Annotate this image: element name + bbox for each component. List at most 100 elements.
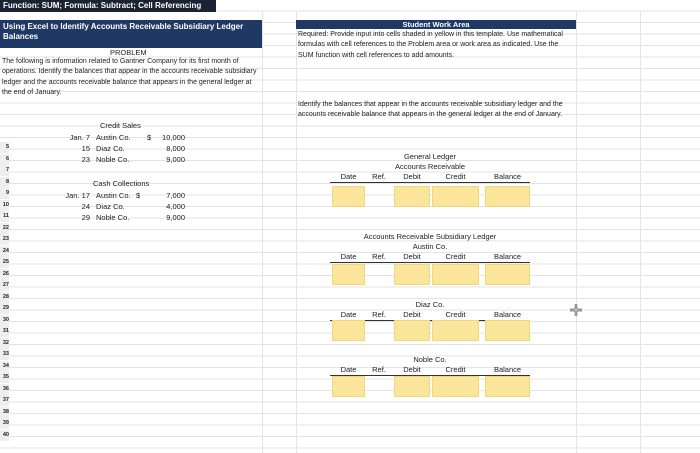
header-rule xyxy=(330,182,530,183)
date: 24 xyxy=(81,202,90,211)
amount: 9,000 xyxy=(166,155,185,164)
amount: 10,000 xyxy=(162,133,185,142)
row-number: 22 xyxy=(0,222,9,234)
column-header: Balance xyxy=(493,365,522,374)
column-header: Ref. xyxy=(372,310,386,319)
input-cell[interactable] xyxy=(394,264,430,285)
column-header: Credit xyxy=(445,310,466,319)
input-cell[interactable] xyxy=(485,320,530,341)
row-number: 9 xyxy=(0,188,9,199)
ledger-account: Noble Co. xyxy=(413,355,447,364)
ledger-account: Accounts Receivable xyxy=(394,162,466,171)
toolbar-label: Function: SUM; Formula: Subtract; Cell R… xyxy=(3,1,202,10)
input-cell[interactable] xyxy=(432,320,479,341)
input-cell[interactable] xyxy=(432,186,479,207)
row-number: 23 xyxy=(0,234,9,245)
input-cell[interactable] xyxy=(332,264,365,285)
currency: $ xyxy=(147,133,152,142)
row-number: 33 xyxy=(0,349,9,360)
row-number: 40 xyxy=(0,429,9,441)
input-cell[interactable] xyxy=(332,320,365,341)
row-number: 6 xyxy=(0,153,9,165)
row-number: 7 xyxy=(0,165,9,176)
row-number: 30 xyxy=(0,314,9,326)
header-rule xyxy=(330,375,530,376)
date: Jan. 7 xyxy=(69,133,90,142)
column-header: Balance xyxy=(493,310,522,319)
date: 29 xyxy=(81,213,90,222)
amount: 9,000 xyxy=(166,213,185,222)
column-header: Ref. xyxy=(372,252,386,261)
ledger-account: Diaz Co. xyxy=(415,300,445,309)
customer: Austin Co. xyxy=(96,133,131,142)
amount: 4,000 xyxy=(166,202,185,211)
date: 15 xyxy=(81,144,90,153)
row-number: 36 xyxy=(0,383,9,395)
row-number: 24 xyxy=(0,245,9,257)
header-rule xyxy=(330,262,530,263)
customer: Diaz Co. xyxy=(96,144,125,153)
input-cell[interactable] xyxy=(394,186,430,207)
required-text: Required: Provide input into cells shade… xyxy=(298,31,563,59)
row-number: 5 xyxy=(0,142,9,153)
row-number: 39 xyxy=(0,418,9,429)
column-header: Debit xyxy=(403,365,421,374)
work-area-bar xyxy=(296,20,576,29)
amount: 7,000 xyxy=(166,191,185,200)
input-cell[interactable] xyxy=(485,376,530,397)
customer: Noble Co. xyxy=(96,213,130,222)
column-header: Debit xyxy=(403,310,421,319)
input-cell[interactable] xyxy=(394,376,430,397)
amount: 8,000 xyxy=(166,144,185,153)
row-number: 10 xyxy=(0,199,9,211)
column-header: Date xyxy=(340,252,357,261)
problem-heading: PROBLEM xyxy=(110,48,147,57)
row-number: 31 xyxy=(0,326,9,337)
column-header: Balance xyxy=(493,252,522,261)
column-header: Balance xyxy=(493,172,522,181)
row-number: 8 xyxy=(0,176,9,188)
column-header: Date xyxy=(340,310,357,319)
row-number: 28 xyxy=(0,291,9,303)
column-header: Date xyxy=(340,365,357,374)
currency: $ xyxy=(136,191,141,200)
date: Jan. 17 xyxy=(65,191,90,200)
toolbar-bar xyxy=(0,0,216,12)
ledger-title: Accounts Receivable Subsidiary Ledger xyxy=(363,232,497,241)
problem-title-bar xyxy=(0,20,262,48)
ledger-title: General Ledger xyxy=(403,152,457,161)
table-title: Cash Collections xyxy=(93,179,150,188)
input-cell[interactable] xyxy=(485,264,530,285)
input-cell[interactable] xyxy=(332,186,365,207)
date: 23 xyxy=(81,155,90,164)
column-header: Credit xyxy=(445,365,466,374)
header-rule xyxy=(330,320,530,321)
cursor-icon xyxy=(570,304,582,316)
input-cell[interactable] xyxy=(394,320,430,341)
table-title: Credit Sales xyxy=(100,121,141,130)
column-header: Credit xyxy=(445,172,466,181)
input-cell[interactable] xyxy=(332,376,365,397)
column-header: Credit xyxy=(445,252,466,261)
column-header: Debit xyxy=(403,172,421,181)
work-area-title: Student Work Area xyxy=(402,20,470,29)
column-line xyxy=(640,12,641,453)
row-number: 35 xyxy=(0,372,9,383)
column-header: Ref. xyxy=(372,172,386,181)
problem-title: Using Excel to Identify Accounts Receiva… xyxy=(3,22,244,41)
column-header: Debit xyxy=(403,252,421,261)
instruction-text: Identify the balances that appear in the… xyxy=(298,101,563,119)
column-line xyxy=(296,12,297,453)
row-number: 34 xyxy=(0,360,9,372)
input-cell[interactable] xyxy=(432,264,479,285)
row-number: 26 xyxy=(0,268,9,280)
row-number: 37 xyxy=(0,395,9,406)
input-cell[interactable] xyxy=(485,186,530,207)
customer: Diaz Co. xyxy=(96,202,125,211)
column-header: Date xyxy=(340,172,357,181)
problem-text: The following is information related to … xyxy=(2,58,257,97)
row-number: 11 xyxy=(0,211,9,222)
input-cell[interactable] xyxy=(432,376,479,397)
